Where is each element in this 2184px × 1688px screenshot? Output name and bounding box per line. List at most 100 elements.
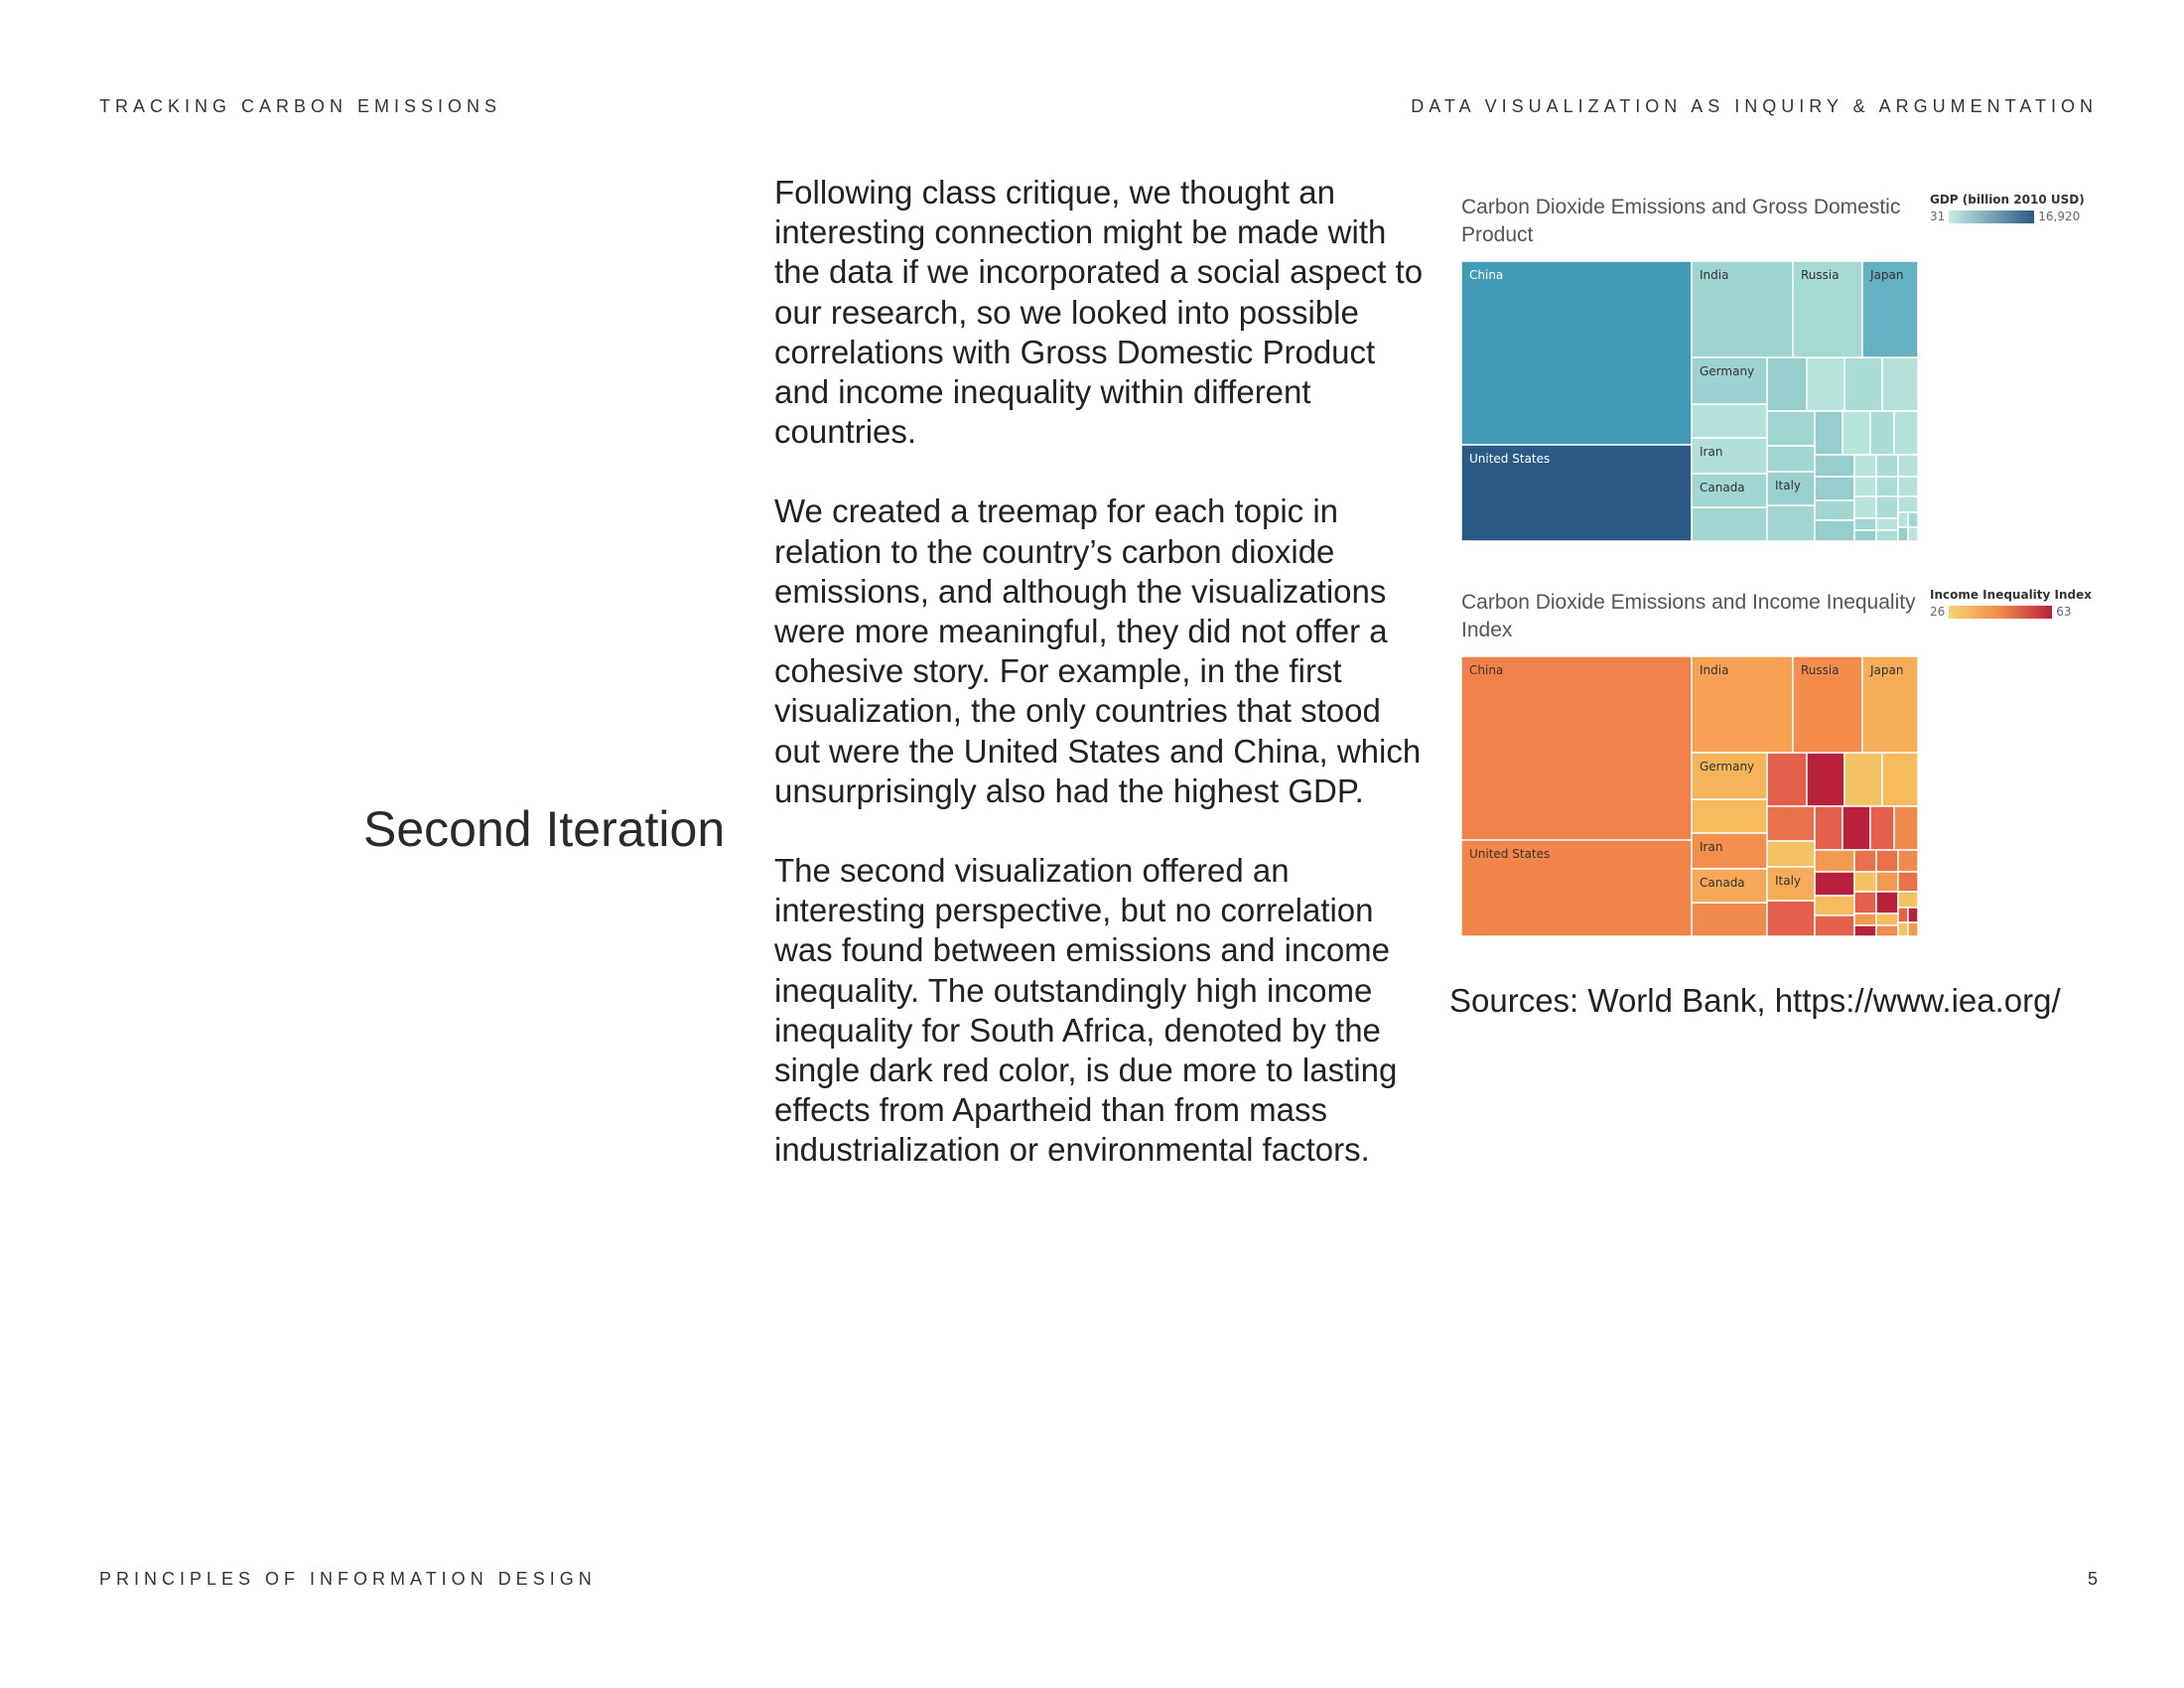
inequality-cell-other — [1897, 921, 1909, 936]
gdp-legend-min: 31 — [1930, 210, 1946, 223]
inequality-label-russia: Russia — [1801, 663, 1840, 677]
inequality-label-italy: Italy — [1775, 874, 1801, 888]
paragraph-2: We created a treemap for each topic in r… — [774, 492, 1422, 809]
inequality-cell-other — [1843, 752, 1883, 807]
gdp-cell-other — [1853, 517, 1877, 531]
inequality-cell-iran — [1691, 832, 1768, 870]
inequality-label-united-states: United States — [1469, 847, 1550, 861]
inequality-cell-other — [1814, 895, 1855, 916]
gdp-chart-title: Carbon Dioxide Emissions and Gross Domes… — [1461, 196, 1901, 246]
body-text: Following class critique, we thought an … — [774, 173, 1430, 1210]
gdp-label-india: India — [1700, 268, 1728, 282]
inequality-cell-other — [1766, 840, 1816, 868]
gdp-label-united-states: United States — [1469, 452, 1550, 466]
gdp-label-china: China — [1469, 268, 1503, 282]
inequality-cell-other — [1897, 891, 1918, 909]
inequality-cell-italy — [1766, 866, 1816, 902]
page-number: 5 — [2087, 1569, 2098, 1589]
gdp-cell-other — [1875, 476, 1899, 497]
gdp-cell-other — [1843, 356, 1883, 412]
gdp-cell-other — [1897, 526, 1909, 541]
gdp-cell-other — [1814, 410, 1843, 456]
gdp-cell-other — [1766, 410, 1816, 447]
inequality-cell-united-states — [1461, 839, 1693, 936]
gdp-cell-other — [1691, 506, 1768, 541]
gdp-label-iran: Iran — [1700, 445, 1722, 459]
inequality-cell-other — [1853, 924, 1877, 936]
inequality-legend: Income Inequality Index 26 63 — [1930, 588, 2092, 619]
inequality-legend-title: Income Inequality Index — [1930, 588, 2093, 602]
inequality-legend-gradient — [1949, 605, 2053, 619]
inequality-cell-other — [1814, 871, 1855, 897]
inequality-cell-other — [1814, 805, 1843, 851]
paragraph-3: The second visualization offered an inte… — [774, 852, 1398, 1169]
inequality-cell-other — [1897, 849, 1918, 873]
inequality-cell-other — [1875, 871, 1899, 893]
gdp-cell-other — [1853, 495, 1877, 519]
gdp-legend: GDP (billion 2010 USD) 31 16,920 — [1930, 193, 2085, 223]
gdp-cell-other — [1853, 529, 1877, 541]
inequality-label-japan: Japan — [1869, 663, 1903, 677]
inequality-cell-other — [1814, 849, 1855, 873]
gdp-cell-other — [1814, 519, 1855, 541]
gdp-label-germany: Germany — [1700, 364, 1754, 378]
inequality-legend-min: 26 — [1930, 605, 1946, 619]
gdp-cell-germany — [1691, 356, 1768, 405]
gdp-legend-max: 16,920 — [2038, 210, 2081, 223]
gdp-cell-other — [1875, 495, 1899, 519]
gdp-cell-other — [1907, 526, 1918, 541]
inequality-cell-other — [1897, 871, 1918, 893]
gdp-cell-other — [1853, 476, 1877, 497]
inequality-cell-japan — [1861, 656, 1918, 754]
inequality-cell-other — [1897, 907, 1909, 923]
inequality-cell-other — [1875, 849, 1899, 873]
inequality-cell-other — [1893, 805, 1918, 851]
sources-note: Sources: World Bank, https://www.iea.org… — [1449, 982, 2061, 1019]
running-header-right: DATA VISUALIZATION AS INQUIRY & ARGUMENT… — [1411, 96, 2098, 116]
gdp-cell-united-states — [1461, 444, 1693, 541]
inequality-cell-russia — [1792, 656, 1863, 754]
gdp-cell-other — [1907, 511, 1918, 528]
gdp-cell-other — [1897, 511, 1909, 528]
gdp-cell-other — [1691, 403, 1768, 439]
gdp-cell-other — [1875, 517, 1899, 531]
inequality-cell-other — [1691, 902, 1768, 936]
inequality-treemap: China United States India Russia Japan German… — [1461, 656, 1918, 936]
inequality-label-india: India — [1700, 663, 1728, 677]
inequality-cell-india — [1691, 656, 1794, 754]
gdp-cell-other — [1814, 454, 1855, 478]
inequality-cell-other — [1766, 900, 1816, 936]
inequality-cell-other — [1875, 913, 1899, 926]
gdp-cell-other — [1875, 529, 1899, 541]
gdp-cell-india — [1691, 261, 1794, 358]
gdp-label-japan: Japan — [1869, 268, 1903, 282]
inequality-label-germany: Germany — [1700, 760, 1754, 774]
gdp-cell-other — [1881, 356, 1918, 412]
gdp-cell-other — [1842, 410, 1871, 456]
gdp-cell-italy — [1766, 471, 1816, 506]
running-footer-left: PRINCIPLES OF INFORMATION DESIGN — [99, 1569, 597, 1589]
gdp-cell-china — [1461, 261, 1693, 446]
inequality-cell-other — [1806, 752, 1845, 807]
inequality-cell-germany — [1691, 752, 1768, 800]
gdp-cell-other — [1766, 356, 1808, 412]
gdp-label-russia: Russia — [1801, 268, 1840, 282]
gdp-cell-other — [1875, 454, 1899, 478]
inequality-cell-other — [1853, 849, 1877, 873]
inequality-cell-other — [1853, 891, 1877, 914]
gdp-label-canada: Canada — [1700, 481, 1745, 494]
inequality-cell-other — [1691, 798, 1768, 834]
inequality-cell-other — [1766, 805, 1816, 842]
section-title: Second Iteration — [363, 801, 726, 857]
gdp-cell-other — [1869, 410, 1895, 456]
inequality-cell-other — [1766, 752, 1808, 807]
gdp-cell-other — [1766, 445, 1816, 473]
gdp-cell-other — [1897, 495, 1918, 513]
inequality-cell-other — [1853, 871, 1877, 893]
inequality-cell-other — [1869, 805, 1895, 851]
gdp-cell-other — [1766, 504, 1816, 541]
inequality-cell-other — [1842, 805, 1871, 851]
paragraph-1: Following class critique, we thought an … — [774, 174, 1424, 451]
gdp-cell-other — [1897, 476, 1918, 497]
inequality-chart-title: Carbon Dioxide Emissions and Income Ineq… — [1461, 591, 1916, 641]
